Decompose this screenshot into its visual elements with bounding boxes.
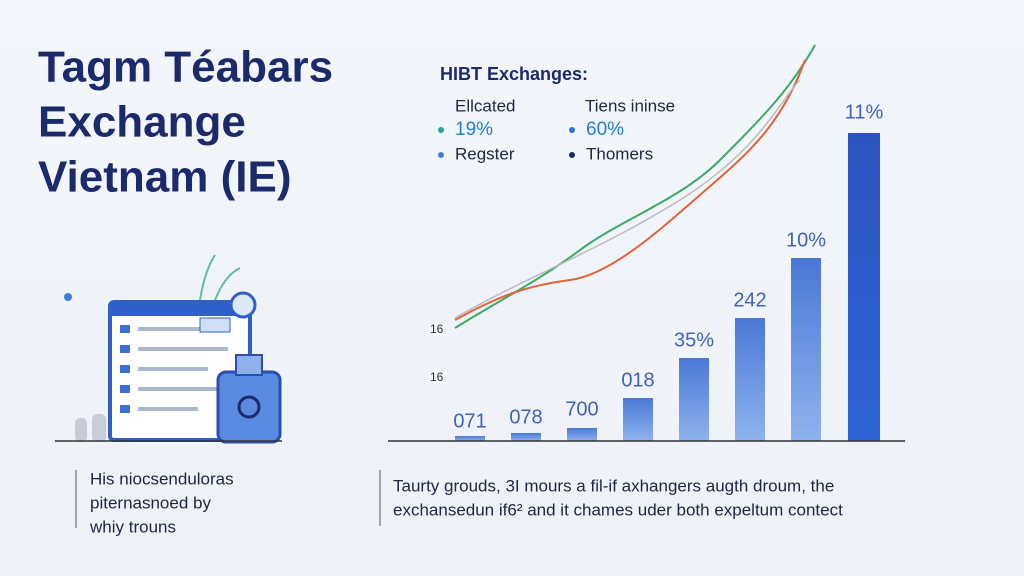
legend-label: Tiens ininse <box>585 96 675 115</box>
bar-label: 071 <box>453 410 486 432</box>
legend-label: Ellcated <box>455 96 515 115</box>
caption: exchansedun if6² and it chames uder both… <box>393 500 843 519</box>
caption: whiy trouns <box>89 517 176 536</box>
bar-label: 242 <box>733 289 766 311</box>
legend-value: 19% <box>455 119 493 140</box>
axis-label: 16 <box>430 322 444 336</box>
panel-heading: HIBT Exchanges: <box>440 64 588 84</box>
title-line: Tagm Téabars <box>38 43 333 92</box>
axis-label: 16 <box>430 370 444 384</box>
caption: piternasnoed by <box>90 493 211 512</box>
bar-label: 35% <box>674 329 714 351</box>
bars <box>455 133 880 441</box>
bar-label: 078 <box>509 406 542 428</box>
legend-item: Regster <box>455 144 515 163</box>
legend-value: 60% <box>586 119 624 140</box>
bar <box>791 258 821 441</box>
bar-label: 10% <box>786 229 826 251</box>
trend-line <box>454 79 801 319</box>
title-line: Exchange <box>38 98 246 147</box>
illustration <box>55 254 282 444</box>
bar-label: 018 <box>621 369 654 391</box>
bar-label: 700 <box>565 398 598 420</box>
bar <box>567 428 597 441</box>
trend-line <box>454 59 806 321</box>
bar <box>623 398 653 441</box>
bar <box>511 433 541 441</box>
bar-label: 11% <box>845 101 884 123</box>
bar <box>848 133 880 441</box>
trend-line <box>454 44 816 329</box>
title-line: Vietnam (IE) <box>38 153 291 202</box>
caption: Taurty grouds, 3I mours a fil-if axhange… <box>393 476 834 495</box>
caption: His niocsendulorаs <box>90 469 234 488</box>
bar <box>679 358 709 441</box>
bar <box>735 318 765 441</box>
bar <box>455 436 485 441</box>
legend-item: Thomers <box>586 144 653 163</box>
